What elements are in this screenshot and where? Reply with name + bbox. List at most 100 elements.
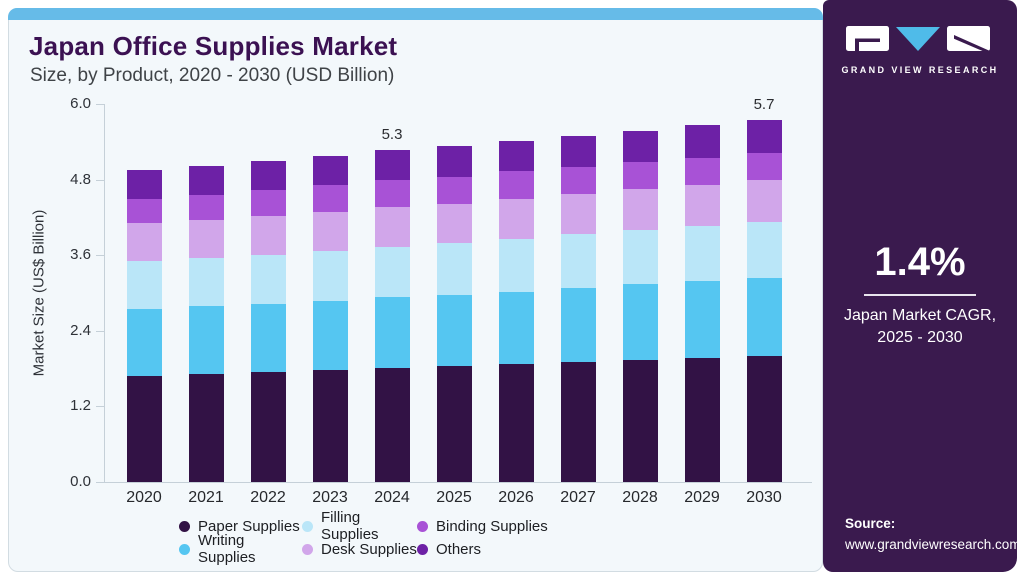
bar-segment-desk-supplies <box>498 198 534 239</box>
bar-segment-paper-supplies <box>374 367 410 482</box>
bar-segment-filling-supplies <box>560 234 596 288</box>
legend: Paper Supplies Filling Supplies Binding Su… <box>179 509 548 566</box>
bar-2025 <box>436 146 472 482</box>
bar-segment-filling-supplies <box>436 243 472 295</box>
y-tick-label: 2.4 <box>70 321 91 339</box>
source-url: www.grandviewresearch.com <box>845 537 1021 553</box>
cagr-block: 1.4% Japan Market CAGR, 2025 - 2030 <box>823 240 1017 348</box>
bar-segment-writing-supplies <box>374 297 410 368</box>
x-tick-label: 2023 <box>312 489 348 506</box>
page-title: Japan Office Supplies Market <box>29 31 398 61</box>
bar-segment-filling-supplies <box>250 254 286 304</box>
x-tick-label: 2028 <box>622 489 658 506</box>
y-tick-mark <box>96 104 104 105</box>
value-label-2030: 5.7 <box>753 95 775 113</box>
y-tick-mark <box>96 179 104 181</box>
bar-segment-filling-supplies <box>312 250 348 301</box>
legend-item-desk-supplies: Desk Supplies <box>302 541 417 558</box>
x-tick-label: 2027 <box>560 489 596 506</box>
bar-segment-others <box>374 150 410 181</box>
cagr-value: 1.4% <box>874 240 966 284</box>
bar-segment-desk-supplies <box>126 223 162 261</box>
bar-segment-writing-supplies <box>250 303 286 373</box>
bar-segment-desk-supplies <box>374 207 410 248</box>
legend-swatch-icon <box>417 543 428 555</box>
legend-row: Writing Supplies Desk Supplies Others <box>179 532 548 566</box>
bar-segment-writing-supplies <box>312 300 348 370</box>
bar-segment-binding-supplies <box>746 152 782 181</box>
bar-segment-writing-supplies <box>498 291 534 365</box>
bar-segment-others <box>560 135 596 168</box>
bar-segment-others <box>250 160 286 191</box>
y-tick-label: 1.2 <box>70 397 91 415</box>
legend-item-others: Others <box>417 541 481 558</box>
bar-segment-desk-supplies <box>684 184 720 227</box>
x-tick-label: 2020 <box>126 489 162 506</box>
x-tick-label: 2024 <box>374 489 410 506</box>
bar-segment-writing-supplies <box>684 281 720 358</box>
bar-2023 <box>312 155 348 482</box>
bar-segment-others <box>746 119 782 153</box>
bar-segment-paper-supplies <box>622 359 658 482</box>
legend-label: Filling Supplies <box>321 509 379 543</box>
legend-item-binding-supplies: Binding Supplies <box>417 518 548 535</box>
cagr-caption-line2: 2025 - 2030 <box>877 328 963 346</box>
y-tick-mark <box>96 255 104 257</box>
gvr-logo-icon <box>846 26 990 51</box>
legend-label: Binding Supplies <box>436 517 548 535</box>
bar-segment-writing-supplies <box>622 284 658 360</box>
bar-segment-writing-supplies <box>188 306 224 375</box>
bar-segment-filling-supplies <box>188 257 224 307</box>
source-label: Source: <box>845 516 896 532</box>
bar-2026 <box>498 140 534 482</box>
bar-segment-others <box>436 146 472 178</box>
bar-segment-filling-supplies <box>684 226 720 282</box>
bar-segment-desk-supplies <box>746 180 782 223</box>
bar-segment-filling-supplies <box>126 260 162 309</box>
bar-segment-writing-supplies <box>126 308 162 377</box>
bar-segment-others <box>622 130 658 162</box>
x-tick-label: 2029 <box>684 489 720 506</box>
source-block: Source: www.grandviewresearch.com <box>845 514 1021 556</box>
plot-area: Market Size (US$ Billion) 0.0 1.2 2.4 3.6 4.… <box>31 95 812 506</box>
top-accent-bar <box>8 8 823 20</box>
bar-segment-desk-supplies <box>188 219 224 258</box>
y-tick-label: 0.0 <box>70 473 91 490</box>
bar-segment-paper-supplies <box>560 362 596 482</box>
legend-swatch-icon <box>179 520 190 532</box>
bar-2028 <box>622 130 658 482</box>
bar-segment-binding-supplies <box>374 180 410 208</box>
bar-segment-writing-supplies <box>560 287 596 363</box>
bar-segment-binding-supplies <box>188 194 224 220</box>
legend-item-paper-supplies: Paper Supplies <box>179 518 302 535</box>
bar-segment-paper-supplies <box>312 369 348 482</box>
bar-segment-filling-supplies <box>374 247 410 298</box>
brand-name: GRAND VIEW RESEARCH <box>841 65 999 75</box>
legend-swatch-icon <box>302 520 313 532</box>
bar-segment-others <box>312 155 348 186</box>
bar-segment-binding-supplies <box>684 157 720 185</box>
y-axis-title: Market Size (US$ Billion) <box>30 209 48 377</box>
bar-segment-others <box>498 140 534 172</box>
bar-segment-filling-supplies <box>746 222 782 278</box>
legend-swatch-icon <box>179 543 190 555</box>
legend-label: Others <box>436 540 482 558</box>
sidebar: GRAND VIEW RESEARCH 1.4% Japan Market CA… <box>823 0 1021 572</box>
cagr-caption-line1: Japan Market CAGR, <box>843 307 997 324</box>
cagr-divider <box>864 294 976 296</box>
bar-segment-others <box>684 125 720 158</box>
bar-segment-binding-supplies <box>312 185 348 212</box>
bar-segment-desk-supplies <box>312 211 348 251</box>
y-tick-mark <box>96 406 104 408</box>
bar-segment-others <box>126 170 162 200</box>
legend-item-filling-supplies: Filling Supplies <box>302 509 417 543</box>
chart-card: Japan Office Supplies Market Size, by Pr… <box>8 8 823 572</box>
bar-2024 <box>374 150 410 482</box>
bar-segment-writing-supplies <box>436 294 472 367</box>
bar-segment-desk-supplies <box>250 216 286 255</box>
bar-segment-paper-supplies <box>126 376 162 482</box>
y-tick-label: 3.6 <box>70 246 91 264</box>
legend-label: Writing Supplies <box>198 532 256 566</box>
legend-label: Desk Supplies <box>321 540 417 558</box>
bar-segment-paper-supplies <box>498 364 534 482</box>
